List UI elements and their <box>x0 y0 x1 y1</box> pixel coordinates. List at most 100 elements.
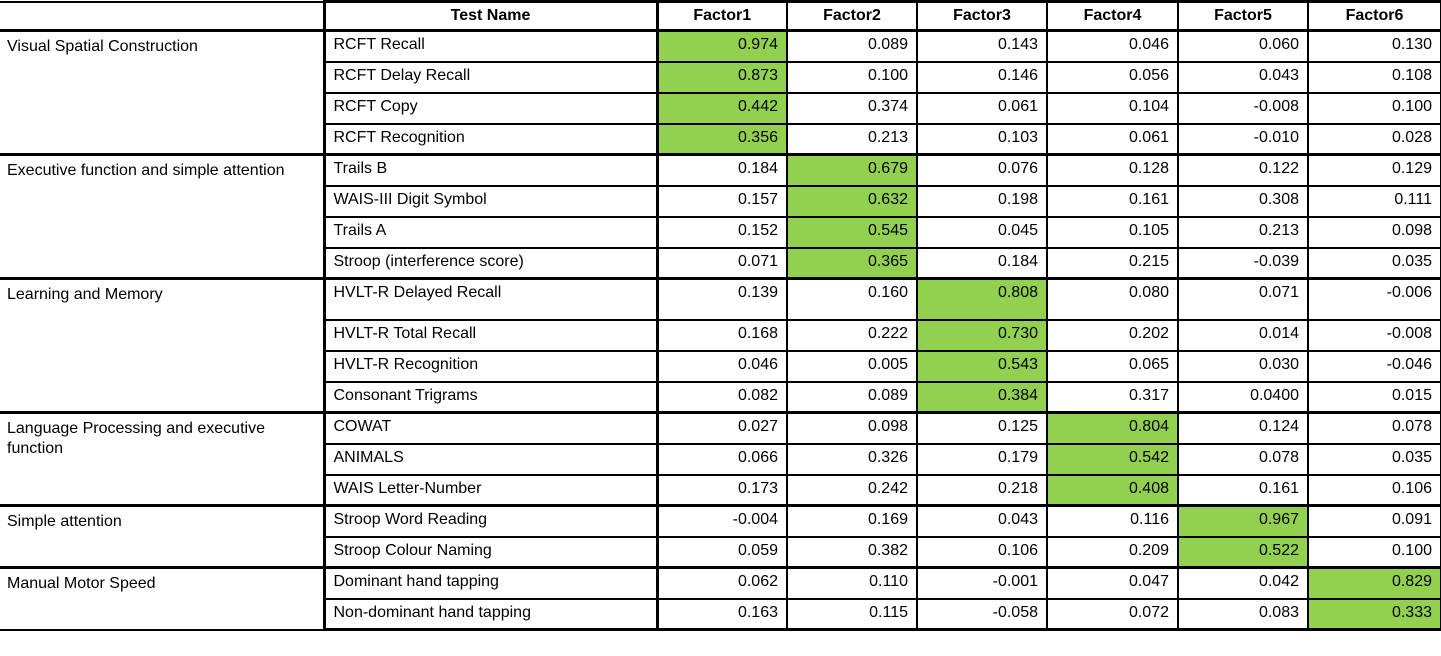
factor-value-cell-highlighted: 0.829 <box>1307 566 1441 600</box>
factor-value-cell: 0.161 <box>1046 184 1179 218</box>
table-row: HVLT-R Total Recall 0.168 0.222 0.730 0.202 0… <box>0 318 1441 352</box>
factor-value-cell: 0.066 <box>656 442 788 476</box>
test-name-cell: Consonant Trigrams <box>323 380 659 414</box>
factor-value-cell: 0.209 <box>1046 535 1179 569</box>
factor-value-cell: 0.043 <box>916 504 1048 538</box>
factor-value-cell: 0.128 <box>1046 153 1179 187</box>
factor-value-cell: 0.106 <box>916 535 1048 569</box>
category-cell: Simple attention <box>0 504 326 569</box>
table-row: Stroop (interference score) 0.071 0.365 0.1… <box>0 246 1441 280</box>
factor-value-cell: 0.125 <box>916 411 1048 445</box>
category-cell: Learning and Memory <box>0 277 326 414</box>
factor-value-cell-highlighted: 0.804 <box>1046 411 1179 445</box>
factor-value-cell-highlighted: 0.543 <box>916 349 1048 383</box>
factor-value-cell: 0.028 <box>1307 122 1441 156</box>
factor-value-cell: 0.005 <box>786 349 918 383</box>
factor-value-cell: -0.006 <box>1307 277 1441 321</box>
factor-value-cell-highlighted: 0.974 <box>656 29 788 63</box>
factor-value-cell-highlighted: 0.873 <box>656 60 788 94</box>
test-name-cell: Stroop Word Reading <box>323 504 659 538</box>
factor-value-cell: 0.317 <box>1046 380 1179 414</box>
test-name-cell: WAIS Letter-Number <box>323 473 659 507</box>
factor-value-cell: 0.163 <box>656 597 788 631</box>
factor-value-cell: -0.046 <box>1307 349 1441 383</box>
column-header-factor5: Factor5 <box>1177 0 1309 32</box>
factor-value-cell: 0.213 <box>1177 215 1309 249</box>
column-header-factor3: Factor3 <box>916 0 1048 32</box>
category-cell: Language Processing and executive functi… <box>0 411 326 507</box>
factor-value-cell: 0.078 <box>1177 442 1309 476</box>
factor-value-cell-highlighted: 0.384 <box>916 380 1048 414</box>
factor-value-cell: 0.122 <box>1177 153 1309 187</box>
factor-value-cell: -0.039 <box>1177 246 1309 280</box>
test-name-cell: WAIS-III Digit Symbol <box>323 184 659 218</box>
table-row: Trails A 0.152 0.545 0.045 0.105 0.213 0.098 <box>0 215 1441 249</box>
factor-value-cell: 0.042 <box>1177 566 1309 600</box>
factor-value-cell-highlighted: 0.545 <box>786 215 918 249</box>
column-header-category <box>0 0 326 32</box>
test-name-cell: RCFT Delay Recall <box>323 60 659 94</box>
factor-value-cell: -0.008 <box>1177 91 1309 125</box>
factor-value-cell: 0.111 <box>1307 184 1441 218</box>
factor-value-cell: -0.008 <box>1307 318 1441 352</box>
factor-value-cell: 0.184 <box>656 153 788 187</box>
factor-value-cell: 0.382 <box>786 535 918 569</box>
factor-value-cell: 0.308 <box>1177 184 1309 218</box>
factor-value-cell: 0.043 <box>1177 60 1309 94</box>
factor-value-cell: 0.139 <box>656 277 788 321</box>
test-name-cell: Dominant hand tapping <box>323 566 659 600</box>
factor-value-cell: 0.046 <box>656 349 788 383</box>
factor-value-cell: 0.014 <box>1177 318 1309 352</box>
factor-value-cell: 0.089 <box>786 29 918 63</box>
factor-value-cell-highlighted: 0.808 <box>916 277 1048 321</box>
table-row: Non-dominant hand tapping 0.163 0.115 -0.05… <box>0 597 1441 631</box>
table-row: Learning and Memory HVLT-R Delayed Recall… <box>0 277 1441 414</box>
column-header-factor2: Factor2 <box>786 0 918 32</box>
factor-value-cell: 0.157 <box>656 184 788 218</box>
factor-value-cell: 0.116 <box>1046 504 1179 538</box>
factor-value-cell: 0.071 <box>1177 277 1309 321</box>
factor-value-cell: 0.060 <box>1177 29 1309 63</box>
table-body: Visual Spatial Construction RCFT Recall 0.… <box>0 29 1441 631</box>
table-row: RCFT Delay Recall 0.873 0.100 0.146 0.056 0.0… <box>0 60 1441 94</box>
factor-value-cell: 0.184 <box>916 246 1048 280</box>
factor-value-cell: 0.059 <box>656 535 788 569</box>
test-name-cell: Trails B <box>323 153 659 187</box>
factor-value-cell: 0.100 <box>786 60 918 94</box>
factor-value-cell-highlighted: 0.522 <box>1177 535 1309 569</box>
factor-value-cell: 0.046 <box>1046 29 1179 63</box>
test-name-cell: Non-dominant hand tapping <box>323 597 659 631</box>
factor-value-cell: 0.076 <box>916 153 1048 187</box>
factor-value-cell: 0.089 <box>786 380 918 414</box>
factor-value-cell: 0.129 <box>1307 153 1441 187</box>
factor-value-cell: 0.143 <box>916 29 1048 63</box>
factor-value-cell: 0.035 <box>1307 442 1441 476</box>
factor-value-cell: 0.242 <box>786 473 918 507</box>
factor-value-cell-highlighted: 0.679 <box>786 153 918 187</box>
factor-value-cell: 0.072 <box>1046 597 1179 631</box>
factor-value-cell: 0.110 <box>786 566 918 600</box>
factor-value-cell: 0.161 <box>1177 473 1309 507</box>
test-name-cell: RCFT Recognition <box>323 122 659 156</box>
test-name-cell: Stroop Colour Naming <box>323 535 659 569</box>
factor-value-cell: 0.061 <box>916 91 1048 125</box>
factor-value-cell: 0.0400 <box>1177 380 1309 414</box>
factor-value-cell: 0.100 <box>1307 91 1441 125</box>
factor-value-cell: 0.130 <box>1307 29 1441 63</box>
test-name-cell: HVLT-R Recognition <box>323 349 659 383</box>
factor-value-cell: 0.222 <box>786 318 918 352</box>
factor-value-cell: 0.062 <box>656 566 788 600</box>
table-row: HVLT-R Recognition 0.046 0.005 0.543 0.065 0.… <box>0 349 1441 383</box>
factor-value-cell: 0.106 <box>1307 473 1441 507</box>
table-row: WAIS-III Digit Symbol 0.157 0.632 0.198 0.16… <box>0 184 1441 218</box>
factor-value-cell-highlighted: 0.356 <box>656 122 788 156</box>
table-row: Visual Spatial Construction RCFT Recall 0.… <box>0 29 1441 156</box>
test-name-cell: ANIMALS <box>323 442 659 476</box>
factor-value-cell: 0.215 <box>1046 246 1179 280</box>
factor-value-cell: 0.218 <box>916 473 1048 507</box>
table-row: RCFT Copy 0.442 0.374 0.061 0.104 -0.008 0.100 <box>0 91 1441 125</box>
factor-value-cell: 0.098 <box>1307 215 1441 249</box>
factor-value-cell: -0.010 <box>1177 122 1309 156</box>
factor-value-cell: 0.047 <box>1046 566 1179 600</box>
table-row: ANIMALS 0.066 0.326 0.179 0.542 0.078 0.035 <box>0 442 1441 476</box>
